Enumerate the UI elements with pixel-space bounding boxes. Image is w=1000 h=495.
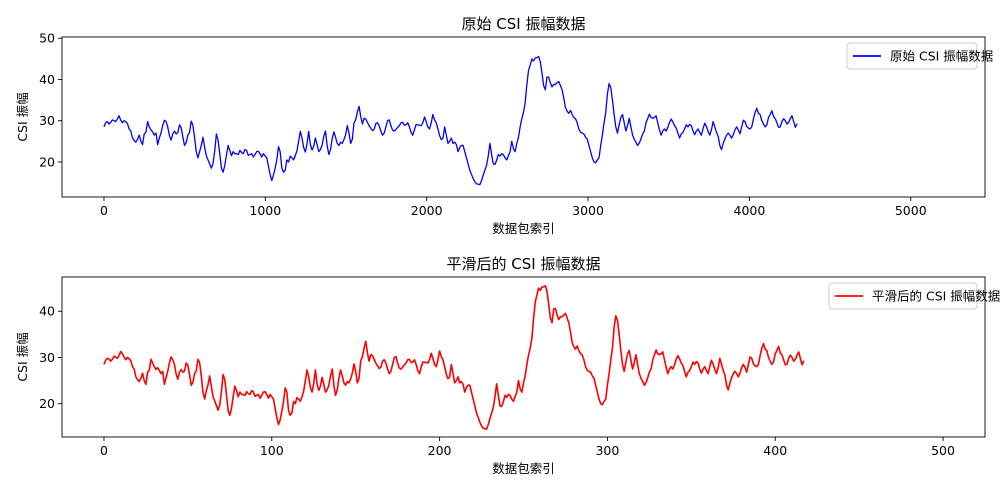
axes-frame: [61, 276, 986, 438]
x-tick-label: 0: [100, 443, 108, 458]
y-tick-label: 40: [39, 72, 55, 87]
y-axis-label: CSI 振幅: [15, 92, 30, 141]
chart-2: 平滑后的 CSI 振幅数据 0 100 200 300 400 500 20 30 40 数据包索引…: [15, 255, 1000, 476]
x-tick-label: 100: [260, 443, 284, 458]
x-tick-label: 4000: [734, 203, 766, 218]
x-tick-label: 200: [428, 443, 452, 458]
legend-box: [828, 282, 978, 310]
x-tick-label: 0: [100, 203, 108, 218]
y-tick-label: 20: [39, 396, 55, 411]
series-line-1: [103, 55, 798, 186]
x-tick-label: 2000: [411, 203, 443, 218]
series-line-1: [103, 284, 805, 430]
x-axis-label: 数据包索引: [492, 461, 555, 476]
x-tick-label: 300: [595, 443, 619, 458]
chart-1: 原始 CSI 振幅数据 0 1000 2000 3000 4000 5000 20 30 40 50…: [15, 15, 993, 236]
axes-frame: [61, 36, 986, 198]
chart-title: 平滑后的 CSI 振幅数据: [447, 255, 601, 273]
y-tick-label: 50: [39, 31, 55, 46]
chart-title: 原始 CSI 振幅数据: [462, 15, 586, 33]
x-tick-label: 1000: [249, 203, 281, 218]
x-tick-label: 5000: [895, 203, 927, 218]
y-tick-label: 30: [39, 113, 55, 128]
x-tick-label: 3000: [572, 203, 604, 218]
x-axis-label: 数据包索引: [492, 221, 555, 236]
legend-label: 平滑后的 CSI 振幅数据: [872, 289, 1000, 304]
legend-label: 原始 CSI 振幅数据: [890, 49, 993, 64]
y-tick-label: 20: [39, 154, 55, 169]
x-tick-label: 500: [931, 443, 955, 458]
legend-box: [846, 42, 978, 70]
y-tick-label: 30: [39, 350, 55, 365]
y-tick-label: 40: [39, 304, 55, 319]
x-tick-label: 400: [763, 443, 787, 458]
y-axis-label: CSI 振幅: [15, 332, 30, 381]
